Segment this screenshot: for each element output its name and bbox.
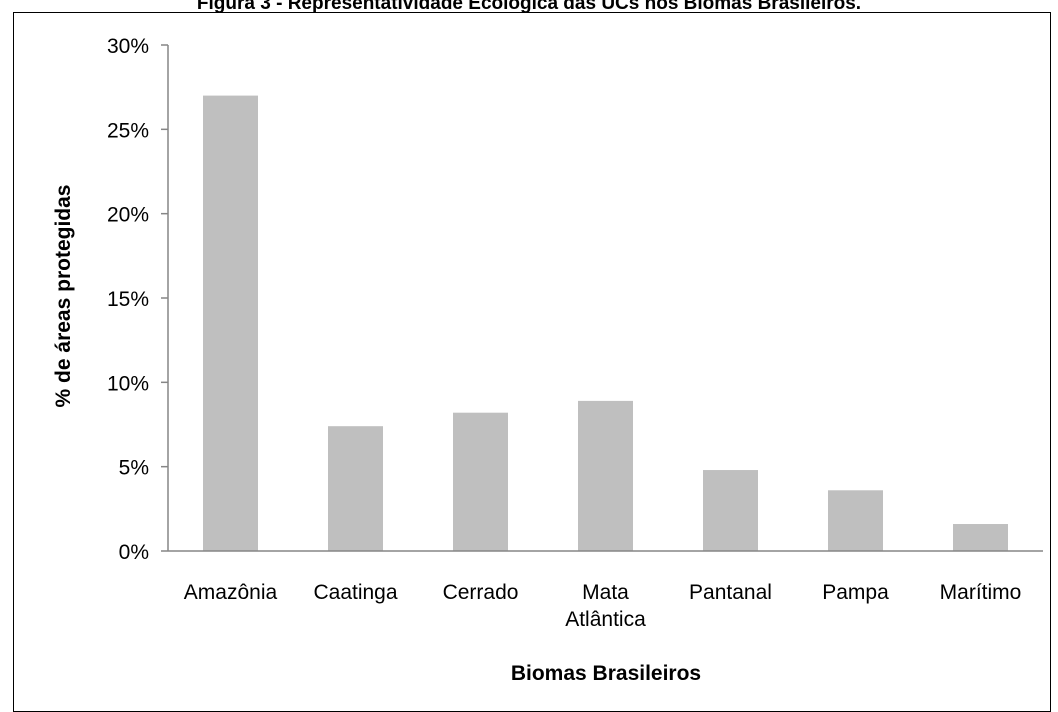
x-axis-label: Biomas Brasileiros xyxy=(511,662,701,684)
x-tick-label: Pampa xyxy=(822,581,889,604)
y-tick-label: 30% xyxy=(107,35,149,58)
bar xyxy=(953,524,1008,551)
bar xyxy=(453,412,508,551)
bars-group xyxy=(203,95,1008,551)
y-axis-label: % de áreas protegidas xyxy=(52,185,75,408)
y-tick-label: 15% xyxy=(107,288,149,311)
bar xyxy=(203,95,258,551)
x-tick-label: Amazônia xyxy=(184,581,278,604)
bar-chart: 0% 5% 10% 15% 20% 25% 30% Amazônia Caatinga Cerr… xyxy=(52,35,1043,684)
y-tick-label: 25% xyxy=(107,119,149,142)
y-tick-label: 20% xyxy=(107,204,149,227)
bar xyxy=(578,400,633,551)
x-tick-label: Mata Atlântica xyxy=(565,581,646,631)
y-tick-label: 0% xyxy=(119,541,149,564)
x-tick-label: Pantanal xyxy=(689,581,772,604)
y-tick-label: 5% xyxy=(119,457,149,480)
x-tick-label: Cerrado xyxy=(443,581,519,604)
y-axis: 0% 5% 10% 15% 20% 25% 30% xyxy=(107,35,169,564)
x-tick-label: Marítimo xyxy=(940,581,1022,604)
bar xyxy=(328,426,383,551)
x-axis: Amazônia Caatinga Cerrado Mata Atlântica Pant… xyxy=(168,550,1043,631)
bar xyxy=(703,470,758,551)
x-tick-label: Caatinga xyxy=(313,581,397,604)
figure-title: Figura 3 - Representatividade Ecológica … xyxy=(196,0,862,14)
y-tick-label: 10% xyxy=(107,372,149,395)
bar xyxy=(828,490,883,551)
